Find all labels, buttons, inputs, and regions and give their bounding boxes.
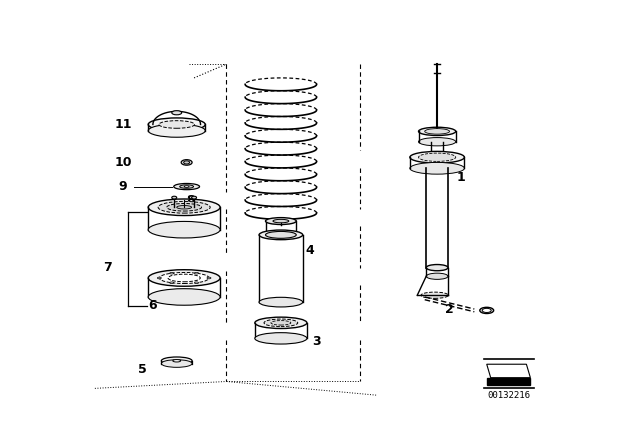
Ellipse shape xyxy=(483,308,491,313)
Ellipse shape xyxy=(173,360,180,362)
Ellipse shape xyxy=(426,264,448,271)
Ellipse shape xyxy=(148,124,205,137)
Ellipse shape xyxy=(273,220,289,223)
Ellipse shape xyxy=(271,321,291,325)
Ellipse shape xyxy=(410,163,465,174)
Polygon shape xyxy=(486,364,531,378)
Ellipse shape xyxy=(173,184,200,190)
Text: 2: 2 xyxy=(445,303,453,316)
Ellipse shape xyxy=(421,292,448,298)
Ellipse shape xyxy=(419,153,456,161)
Ellipse shape xyxy=(419,138,456,146)
Text: 7: 7 xyxy=(104,261,112,274)
Ellipse shape xyxy=(158,202,210,213)
Text: 1: 1 xyxy=(457,172,466,185)
Ellipse shape xyxy=(425,129,449,134)
Ellipse shape xyxy=(167,203,202,211)
Ellipse shape xyxy=(266,232,296,238)
Ellipse shape xyxy=(181,159,192,165)
Ellipse shape xyxy=(172,111,182,115)
Ellipse shape xyxy=(148,118,205,131)
Ellipse shape xyxy=(159,121,195,128)
Ellipse shape xyxy=(184,161,189,164)
Ellipse shape xyxy=(191,196,196,199)
Ellipse shape xyxy=(266,218,296,224)
Ellipse shape xyxy=(170,282,173,284)
Ellipse shape xyxy=(184,186,189,187)
Ellipse shape xyxy=(148,270,220,286)
Ellipse shape xyxy=(207,277,211,279)
Ellipse shape xyxy=(259,297,303,307)
Text: 9: 9 xyxy=(118,180,127,193)
Polygon shape xyxy=(486,378,531,385)
Ellipse shape xyxy=(195,282,198,284)
Ellipse shape xyxy=(177,206,191,209)
Ellipse shape xyxy=(168,274,200,282)
Ellipse shape xyxy=(148,289,220,305)
Ellipse shape xyxy=(159,272,209,284)
Text: 00132216: 00132216 xyxy=(488,391,531,400)
Ellipse shape xyxy=(172,196,177,199)
Ellipse shape xyxy=(148,221,220,238)
Ellipse shape xyxy=(419,127,456,135)
Ellipse shape xyxy=(157,277,161,279)
Ellipse shape xyxy=(255,317,307,328)
Ellipse shape xyxy=(148,199,220,215)
Ellipse shape xyxy=(410,151,465,163)
Text: 3: 3 xyxy=(312,335,321,348)
Ellipse shape xyxy=(480,307,493,314)
Ellipse shape xyxy=(259,230,303,240)
Text: 11: 11 xyxy=(115,118,132,131)
Ellipse shape xyxy=(161,357,192,365)
Ellipse shape xyxy=(161,360,192,367)
Text: 6: 6 xyxy=(148,299,157,312)
Ellipse shape xyxy=(426,273,448,280)
Ellipse shape xyxy=(264,319,298,327)
Ellipse shape xyxy=(180,185,193,188)
Text: 8: 8 xyxy=(187,194,195,207)
Text: 10: 10 xyxy=(115,156,132,169)
Ellipse shape xyxy=(195,272,198,274)
Ellipse shape xyxy=(170,272,173,274)
Text: 4: 4 xyxy=(306,244,314,257)
Text: 5: 5 xyxy=(138,363,147,376)
Ellipse shape xyxy=(255,333,307,344)
